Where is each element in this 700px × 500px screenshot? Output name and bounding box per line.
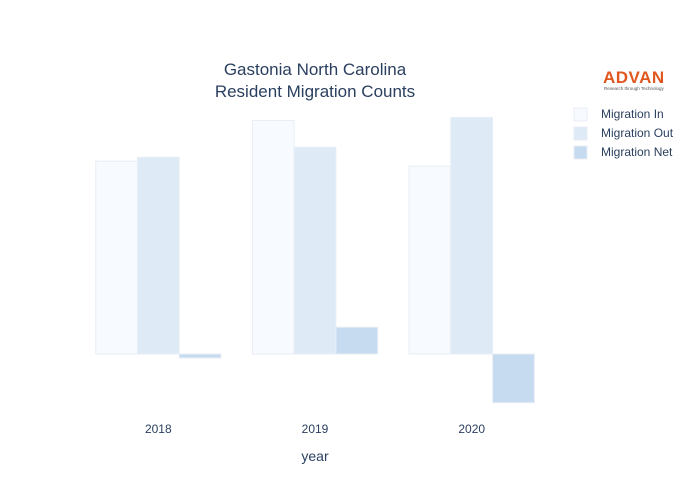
legend-label: Migration Net	[601, 145, 673, 159]
bar-migration-out-2019[interactable]	[293, 146, 337, 355]
bars-layer	[95, 116, 535, 404]
legend-label: Migration Out	[601, 126, 674, 140]
legend-swatch	[573, 126, 588, 141]
legend-swatch	[573, 107, 588, 122]
legend-swatch	[573, 145, 588, 160]
bar-migration-in-2018[interactable]	[95, 160, 138, 355]
bar-migration-net-2018[interactable]	[178, 353, 222, 359]
bar-migration-net-2019[interactable]	[335, 326, 379, 355]
x-tick-labels: 2018 2019 2020	[145, 422, 485, 436]
legend[interactable]: Migration In Migration Out Migration Net	[573, 107, 674, 160]
legend-item-migration-in[interactable]: Migration In	[573, 107, 664, 122]
x-tick-label-2020: 2020	[458, 422, 485, 436]
chart-title-line-1: Gastonia North Carolina	[224, 60, 407, 79]
bar-migration-in-2020[interactable]	[408, 165, 452, 355]
legend-item-migration-net[interactable]: Migration Net	[573, 145, 673, 160]
legend-item-migration-out[interactable]: Migration Out	[573, 126, 674, 141]
x-axis-title: year	[301, 448, 329, 464]
chart-title-line-2: Resident Migration Counts	[215, 82, 415, 101]
x-tick-label-2019: 2019	[302, 422, 329, 436]
legend-label: Migration In	[601, 107, 664, 121]
logo-tagline: Research through Technology	[604, 86, 664, 91]
bar-migration-in-2019[interactable]	[251, 119, 295, 355]
chart-title: Gastonia North Carolina Resident Migrati…	[215, 60, 415, 101]
logo-wordmark: ADVAN	[603, 68, 665, 87]
advan-logo: ADVAN Research through Technology	[603, 68, 665, 91]
x-tick-label-2018: 2018	[145, 422, 172, 436]
bar-migration-out-2020[interactable]	[450, 116, 494, 355]
bar-migration-out-2018[interactable]	[136, 156, 180, 355]
bar-migration-net-2020[interactable]	[492, 353, 535, 404]
